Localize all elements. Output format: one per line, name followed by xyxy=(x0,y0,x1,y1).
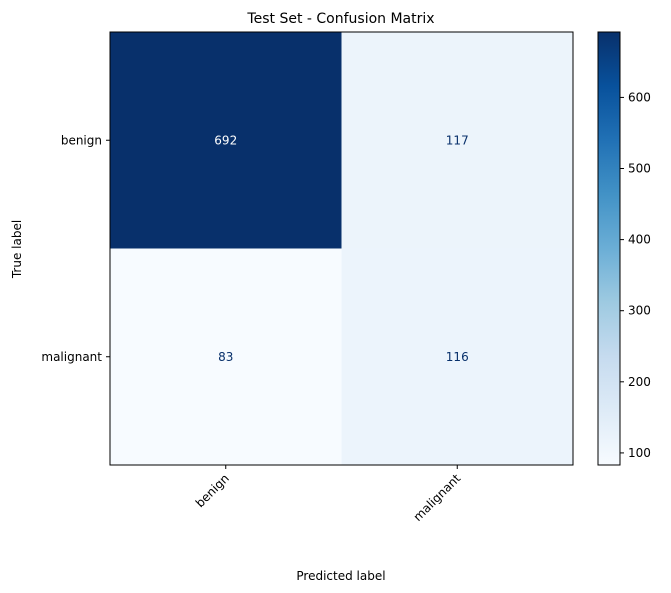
heatmap-cells: 692 117 83 116 xyxy=(110,32,573,465)
colorbar xyxy=(597,31,621,466)
cell-value-label: 692 xyxy=(214,133,237,147)
colorbar-tick-label: 600 xyxy=(628,90,651,104)
cell-value-label: 117 xyxy=(446,133,469,147)
y-tick-label: benign xyxy=(61,133,102,147)
colorbar-tick-label: 200 xyxy=(628,375,651,389)
x-axis-label: Predicted label xyxy=(296,569,385,583)
chart-title: Test Set - Confusion Matrix xyxy=(246,11,434,27)
plot-frame xyxy=(109,31,574,466)
colorbar-ticks: 100 200 300 400 500 600 xyxy=(620,90,651,460)
x-tick-label: malignant xyxy=(411,471,464,524)
cell-value-label: 83 xyxy=(218,350,233,364)
colorbar-tick-label: 500 xyxy=(628,162,651,176)
x-axis-ticks: benign malignant xyxy=(193,465,464,524)
heatmap-cell xyxy=(110,32,342,249)
x-tick-label: benign xyxy=(193,471,232,510)
y-tick-label: malignant xyxy=(41,350,102,364)
heatmap-cell xyxy=(110,248,342,465)
y-axis-label: True label xyxy=(10,220,24,279)
heatmap-cell xyxy=(341,248,573,465)
colorbar-tick-label: 100 xyxy=(628,446,651,460)
colorbar-tick-label: 300 xyxy=(628,304,651,318)
colorbar-tick-label: 400 xyxy=(628,233,651,247)
cell-value-label: 116 xyxy=(446,350,469,364)
y-axis-ticks: benign malignant xyxy=(41,133,110,364)
heatmap-cell xyxy=(341,32,573,249)
